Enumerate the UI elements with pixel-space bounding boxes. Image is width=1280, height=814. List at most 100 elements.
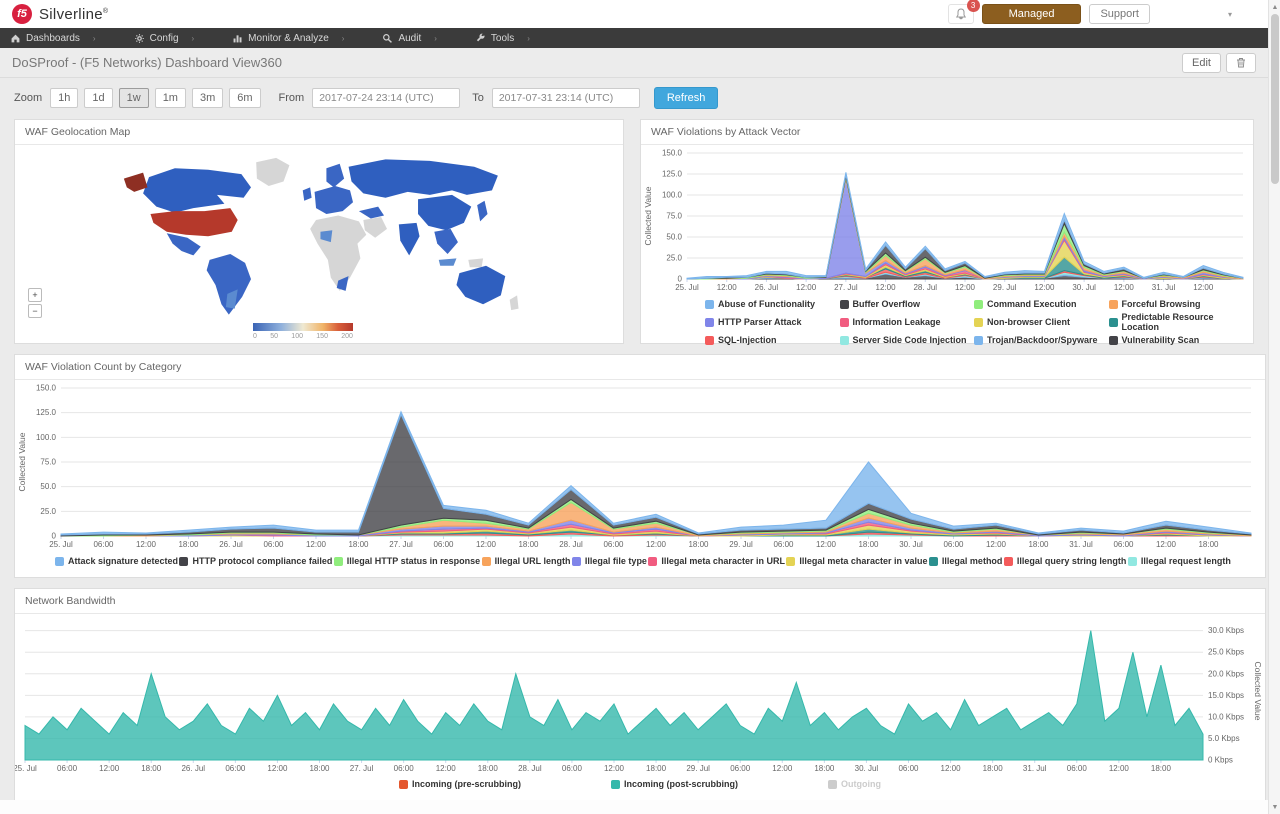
colorbar-tick: 150 (316, 333, 328, 340)
legend-label: Information Leakage (852, 317, 941, 327)
to-input[interactable] (491, 88, 640, 108)
legend-item[interactable]: Illegal meta character in URL (648, 556, 785, 566)
legend-item[interactable]: Illegal query string length (1003, 556, 1126, 566)
colorbar-tick: 50 (270, 333, 278, 340)
colorbar-ticks: 0 50 100 150 200 (253, 333, 353, 340)
legend-item[interactable]: Vulnerability Scan (1108, 335, 1244, 345)
nav-item-tools[interactable]: Tools › (475, 33, 530, 44)
scrollbar[interactable]: ▲ ▼ (1268, 0, 1280, 814)
legend-swatch (839, 299, 849, 309)
panel-title: WAF Violation Count by Category (15, 355, 1265, 380)
svg-text:29. Jul: 29. Jul (686, 764, 710, 773)
map-region-china (418, 194, 472, 231)
from-input[interactable] (312, 88, 461, 108)
nav-item-audit[interactable]: Audit › (382, 33, 437, 44)
zoom-1w-button[interactable]: 1w (118, 88, 149, 108)
edit-button[interactable]: Edit (1182, 52, 1221, 73)
legend-item[interactable]: Attack signature detected (55, 556, 178, 566)
delete-dashboard-button[interactable] (1226, 52, 1256, 73)
legend-label: Incoming (post-scrubbing) (624, 779, 738, 789)
scrollbar-down-arrow[interactable]: ▼ (1271, 803, 1279, 811)
legend-item[interactable]: Forceful Browsing (1108, 299, 1244, 309)
zoom-1h-button[interactable]: 1h (50, 88, 79, 108)
legend-label: Illegal URL length (494, 556, 571, 566)
chevron-right-icon: › (527, 33, 530, 43)
map-region-new-guinea (468, 258, 484, 268)
nav-item-config[interactable]: Config › (134, 32, 195, 44)
svg-text:Collected Value: Collected Value (1253, 662, 1261, 721)
svg-text:30. Jul: 30. Jul (855, 764, 879, 773)
time-controls: Zoom 1h 1d 1w 1m 3m 6m From To Refresh (0, 78, 1268, 115)
legend-item[interactable]: Illegal HTTP status in response (333, 556, 481, 566)
chevron-right-icon: › (434, 33, 437, 43)
bell-icon (955, 7, 966, 19)
svg-text:27. Jul: 27. Jul (350, 764, 374, 773)
svg-text:12:00: 12:00 (796, 283, 817, 292)
legend-item[interactable]: Abuse of Functionality (705, 299, 840, 309)
legend-label: Abuse of Functionality (718, 299, 816, 309)
nav-label: Config (149, 32, 179, 44)
legend-item[interactable]: Outgoing (828, 779, 881, 789)
svg-text:0 Kbps: 0 Kbps (1208, 756, 1233, 765)
zoom-3m-button[interactable]: 3m (191, 88, 224, 108)
notification-bell-button[interactable]: 3 (947, 0, 980, 24)
svg-text:18:00: 18:00 (1151, 764, 1172, 773)
legend-item[interactable]: Server Side Code Injection (839, 335, 975, 345)
svg-text:12:00: 12:00 (267, 764, 288, 773)
scrollbar-thumb[interactable] (1271, 14, 1279, 184)
map-region-turkey-iran (358, 206, 385, 219)
svg-text:28. Jul: 28. Jul (913, 283, 937, 292)
support-button[interactable]: Support (1089, 4, 1150, 24)
legend-item[interactable]: Trojan/Backdoor/Spyware (974, 335, 1109, 345)
legend-item[interactable]: Illegal URL length (481, 556, 571, 566)
map-region-greenland (256, 157, 290, 186)
zoom-1d-button[interactable]: 1d (84, 88, 113, 108)
svg-text:06:00: 06:00 (433, 540, 454, 549)
legend-item[interactable]: Illegal file type (571, 556, 647, 566)
nav-item-monitor-analyze[interactable]: Monitor & Analyze › (232, 33, 344, 44)
legend-item[interactable]: Information Leakage (839, 312, 975, 332)
chevron-right-icon: › (191, 33, 195, 43)
managed-button[interactable]: Managed (981, 4, 1082, 24)
legend-item[interactable]: HTTP protocol compliance failed (179, 556, 332, 566)
legend-item[interactable]: Incoming (pre-scrubbing) (399, 779, 521, 789)
map-region-usa (150, 208, 238, 237)
map-region-africa (310, 215, 367, 291)
svg-text:30.0 Kbps: 30.0 Kbps (1208, 626, 1244, 635)
legend-label: Illegal HTTP status in response (346, 556, 481, 566)
user-menu-caret-icon[interactable]: ▾ (1227, 9, 1232, 19)
attack-vector-chart[interactable]: 0 25.0 50.0 75.0 100.0 125.0 150.0 Collected Va… (641, 145, 1253, 295)
svg-text:18:00: 18:00 (983, 764, 1004, 773)
category-chart[interactable]: 0 25.0 50.0 75.0 100.0 125.0 150.0 Collected Va… (15, 380, 1261, 552)
legend-item[interactable]: Illegal method (928, 556, 1002, 566)
svg-text:18:00: 18:00 (348, 540, 369, 549)
legend-item[interactable]: Command Execution (974, 299, 1109, 309)
legend-item[interactable]: Non-browser Client (974, 312, 1109, 332)
bandwidth-chart[interactable]: 0 Kbps 5.0 Kbps 10.0 Kbps 15.0 Kbps 20.0 Kbp… (15, 614, 1261, 776)
zoom-6m-button[interactable]: 6m (229, 88, 261, 108)
world-map[interactable] (41, 149, 597, 319)
legend-item[interactable]: Incoming (post-scrubbing) (611, 779, 738, 789)
legend-item[interactable]: Illegal request length (1127, 556, 1231, 566)
scrollbar-up-arrow[interactable]: ▲ (1271, 3, 1279, 11)
map-zoom-in-button[interactable]: + (28, 288, 42, 302)
svg-text:06:00: 06:00 (562, 764, 583, 773)
legend-item[interactable]: Illegal meta character in value (786, 556, 927, 566)
svg-text:25. Jul: 25. Jul (675, 283, 699, 292)
legend-label: Incoming (pre-scrubbing) (412, 779, 521, 789)
nav-item-dashboards[interactable]: Dashboards › (10, 33, 96, 44)
panel-waf-geolocation-map: WAF Geolocation Map (14, 119, 624, 344)
category-legend: Attack signature detected HTTP protocol c… (15, 552, 1265, 566)
refresh-button[interactable]: Refresh (653, 87, 719, 109)
map-colorbar: 0 50 100 150 200 (253, 323, 353, 340)
zoom-1m-button[interactable]: 1m (154, 88, 186, 108)
to-label: To (472, 92, 484, 104)
legend-item[interactable]: Buffer Overflow (839, 299, 975, 309)
legend-label: Vulnerability Scan (1121, 335, 1200, 345)
legend-item[interactable]: HTTP Parser Attack (705, 312, 840, 332)
legend-item[interactable]: Predictable Resource Location (1108, 312, 1244, 332)
svg-text:12:00: 12:00 (1109, 764, 1130, 773)
legend-label: HTTP protocol compliance failed (192, 556, 333, 566)
legend-item[interactable]: SQL-Injection (705, 335, 840, 345)
map-zoom-out-button[interactable]: − (28, 304, 42, 318)
